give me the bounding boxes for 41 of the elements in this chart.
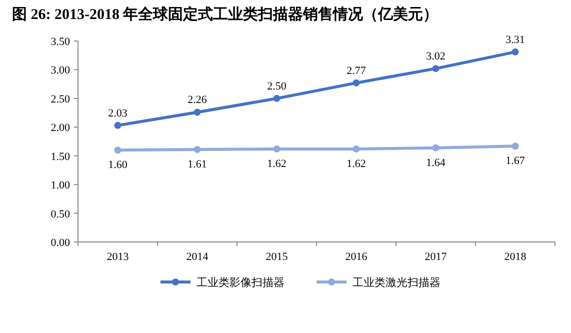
data-label: 1.61 [188, 158, 207, 171]
point [432, 144, 440, 152]
point [114, 146, 122, 154]
data-label: 3.02 [426, 50, 446, 63]
data-label: 2.77 [346, 64, 366, 77]
data-label: 2.50 [267, 80, 287, 92]
x-tick-label: 2014 [186, 251, 209, 263]
data-label: 3.31 [506, 34, 525, 46]
data-label: 1.64 [426, 156, 446, 169]
x-tick-label: 2017 [424, 251, 448, 263]
point [512, 48, 519, 56]
point [114, 122, 122, 129]
y-tick-label: 1.50 [50, 150, 70, 163]
x-tick-label: 2016 [345, 251, 368, 263]
data-label: 1.62 [267, 158, 286, 170]
y-tick-label: 0.00 [50, 237, 70, 249]
y-tick-label: 1.00 [50, 180, 70, 192]
point [273, 94, 280, 102]
point [512, 142, 519, 150]
y-tick-label: 3.50 [50, 36, 70, 48]
y-tick-label: 2.50 [50, 93, 70, 106]
data-label: 2.26 [188, 94, 208, 106]
x-tick-label: 2013 [106, 251, 130, 263]
y-tick-label: 0.50 [50, 208, 70, 220]
x-tick-label: 2015 [266, 251, 288, 263]
data-label: 1.62 [346, 158, 366, 170]
point [273, 145, 280, 152]
legend-label: 工业类影像扫描器 [196, 276, 284, 289]
chart-title: 图 26: 2013-2018 年全球固定式工业类扫描器销售情况（亿美元） [12, 5, 438, 23]
point [194, 146, 201, 154]
data-label: 1.60 [108, 159, 128, 172]
data-label: 1.67 [506, 155, 526, 168]
point [194, 108, 201, 116]
data-label: 2.03 [108, 107, 128, 120]
legend-label: 工业类激光扫描器 [352, 276, 440, 289]
point [352, 79, 360, 86]
point [432, 65, 440, 72]
x-tick-label: 2018 [504, 251, 527, 263]
point [352, 145, 360, 152]
y-tick-label: 3.00 [50, 64, 70, 77]
y-tick-label: 2.00 [50, 122, 70, 134]
